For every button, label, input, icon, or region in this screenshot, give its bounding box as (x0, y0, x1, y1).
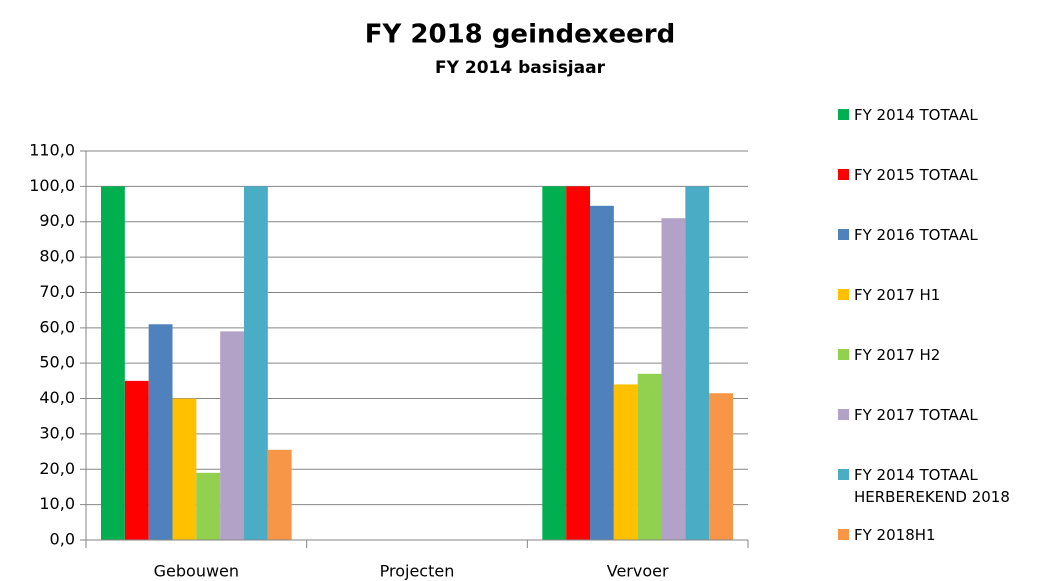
legend-item: FY 2014 TOTAAL (838, 104, 1038, 126)
bar (709, 393, 733, 540)
bar (613, 384, 638, 540)
legend-label: FY 2018H1 (854, 526, 936, 544)
y-tick-label: 30,0 (39, 423, 75, 442)
legend-swatch (838, 109, 849, 120)
legend-swatch (838, 529, 849, 540)
bar (566, 186, 590, 540)
x-tick-label: Gebouwen (154, 562, 239, 581)
y-tick-label: 110,0 (29, 141, 75, 160)
bar (244, 186, 268, 540)
legend-label: FY 2015 TOTAAL (854, 166, 978, 184)
legend-swatch (838, 289, 849, 300)
y-tick-label: 70,0 (39, 282, 75, 301)
x-tick-label: Vervoer (607, 562, 669, 581)
legend-swatch (838, 469, 849, 480)
legend-label: FY 2017 TOTAAL (854, 406, 978, 424)
chart-title: FY 2018 geindexeerd (365, 20, 675, 50)
legend-item: FY 2015 TOTAAL (838, 164, 1038, 186)
bar (148, 324, 173, 540)
legend-label: FY 2014 TOTAAL (854, 106, 978, 124)
legend-item: FY 2017 H1 (838, 284, 1038, 306)
y-tick-label: 10,0 (39, 494, 75, 513)
legend-label: FY 2017 H1 (854, 286, 941, 304)
legend-item: FY 2018H1 (838, 524, 1038, 546)
bar (542, 186, 567, 540)
legend-label: FY 2014 TOTAAL HERBEREKEND 2018 (854, 466, 1010, 506)
legend-swatch (838, 409, 849, 420)
legend-swatch (838, 349, 849, 360)
y-tick-label: 20,0 (39, 459, 75, 478)
legend-swatch (838, 169, 849, 180)
bar (637, 373, 662, 540)
y-tick-label: 0,0 (50, 530, 75, 549)
legend-swatch (838, 229, 849, 240)
legend-item: FY 2017 H2 (838, 344, 1038, 366)
legend-label: FY 2017 H2 (854, 346, 941, 364)
bar (685, 186, 710, 540)
bar (661, 218, 686, 540)
y-tick-label: 50,0 (39, 353, 75, 372)
bar (101, 186, 125, 540)
y-tick-label: 60,0 (39, 317, 75, 336)
legend-item: FY 2014 TOTAAL HERBEREKEND 2018 (838, 464, 1038, 508)
bar (267, 449, 292, 540)
bar (196, 472, 221, 540)
bar (590, 205, 614, 540)
x-tick-label: Projecten (380, 562, 455, 581)
y-tick-label: 100,0 (29, 176, 75, 195)
chart-subtitle: FY 2014 basisjaar (435, 58, 606, 78)
y-tick-label: 40,0 (39, 388, 75, 407)
legend-label: FY 2016 TOTAAL (854, 226, 978, 244)
bar (172, 398, 197, 540)
y-tick-label: 80,0 (39, 247, 75, 266)
legend-item: FY 2017 TOTAAL (838, 404, 1038, 426)
bar (220, 331, 244, 540)
bar (124, 380, 149, 540)
y-tick-label: 90,0 (39, 211, 75, 230)
legend-item: FY 2016 TOTAAL (838, 224, 1038, 246)
